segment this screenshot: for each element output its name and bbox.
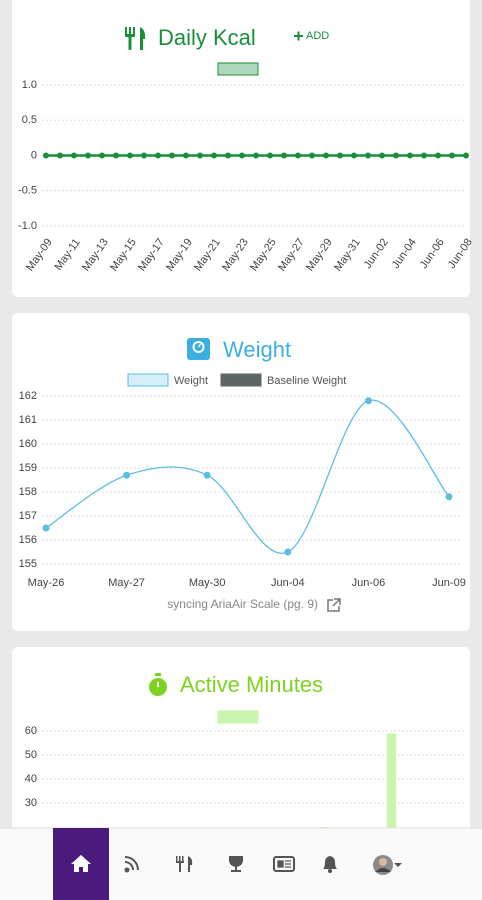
point — [435, 152, 441, 159]
x-tick-label: May-26 — [28, 577, 65, 589]
add-button[interactable]: ADD — [294, 30, 329, 42]
point — [337, 152, 343, 159]
stopwatch-icon — [149, 673, 167, 696]
y-tick-label: 0.5 — [22, 114, 37, 126]
point — [123, 471, 131, 479]
y-tick-label: 159 — [19, 462, 37, 474]
point — [183, 152, 189, 159]
legend-swatch — [217, 62, 259, 76]
fork-knife-icon — [125, 27, 146, 50]
point — [445, 493, 453, 501]
point — [99, 152, 105, 159]
y-tick-label: 1.0 — [22, 79, 37, 91]
y-tick-label: 60 — [25, 725, 37, 737]
point — [127, 152, 133, 159]
legend-swatch — [220, 373, 262, 387]
external-link-icon[interactable] — [327, 598, 341, 612]
news-tab[interactable] — [273, 856, 295, 872]
legend-swatch — [217, 710, 259, 724]
y-tick-label: 157 — [19, 510, 37, 522]
point — [203, 471, 211, 479]
sync-note: syncing AriaAir Scale (pg. 9) — [167, 597, 318, 611]
point — [155, 152, 161, 159]
point — [364, 397, 372, 405]
point — [43, 152, 49, 159]
y-tick-label: 50 — [25, 749, 37, 761]
point — [323, 152, 329, 159]
point — [141, 152, 147, 159]
feed-tab[interactable] — [124, 856, 139, 873]
point — [211, 152, 217, 159]
y-tick-label: 158 — [19, 486, 37, 498]
legend-swatch — [127, 373, 169, 387]
point — [309, 152, 315, 159]
scale-icon — [187, 338, 210, 360]
y-tick-label: 161 — [19, 414, 37, 426]
legend-label: Weight — [174, 375, 208, 387]
y-tick-label: -1.0 — [18, 220, 37, 232]
point — [421, 152, 427, 159]
weight-card — [12, 313, 470, 631]
point — [393, 152, 399, 159]
point — [253, 152, 259, 159]
y-tick-label: 155 — [19, 558, 37, 570]
point — [113, 152, 119, 159]
add-label[interactable]: ADD — [306, 30, 329, 42]
y-tick-label: -0.5 — [18, 185, 37, 197]
point — [379, 152, 385, 159]
point — [295, 152, 301, 159]
legend-label: Baseline Weight — [267, 375, 346, 387]
point — [225, 152, 231, 159]
y-tick-label: 160 — [19, 438, 37, 450]
point — [407, 152, 413, 159]
point — [351, 152, 357, 159]
y-tick-label: 156 — [19, 534, 37, 546]
point — [284, 548, 292, 556]
bar — [386, 733, 397, 875]
point — [365, 152, 371, 159]
point — [42, 524, 50, 532]
point — [169, 152, 175, 159]
point — [281, 152, 287, 159]
kcal-card — [12, 0, 470, 297]
home-tab[interactable] — [53, 828, 109, 900]
notifications-tab[interactable] — [323, 856, 337, 873]
point — [267, 152, 273, 159]
point — [449, 152, 455, 159]
trophy-tab[interactable] — [229, 856, 243, 872]
point — [239, 152, 245, 159]
point — [197, 152, 203, 159]
y-tick-label: 40 — [25, 773, 37, 785]
profile-tab[interactable] — [373, 855, 402, 875]
food-tab[interactable] — [176, 856, 193, 872]
x-tick-label: Jun-04 — [271, 577, 305, 589]
chart-title: Weight — [223, 337, 291, 362]
point — [85, 152, 91, 159]
x-tick-label: Jun-06 — [352, 577, 386, 589]
point — [463, 152, 469, 159]
point — [57, 152, 63, 159]
point — [71, 152, 77, 159]
x-tick-label: May-27 — [108, 577, 145, 589]
plus-icon — [294, 31, 303, 41]
y-tick-label: 0 — [31, 149, 37, 161]
bottom-nav — [0, 827, 482, 900]
x-tick-label: Jun-09 — [432, 577, 466, 589]
y-tick-label: 162 — [19, 390, 37, 402]
y-tick-label: 30 — [25, 797, 37, 809]
chart-title: Daily Kcal — [158, 25, 256, 50]
x-tick-label: May-30 — [189, 577, 226, 589]
chart-title: Active Minutes — [180, 672, 323, 697]
